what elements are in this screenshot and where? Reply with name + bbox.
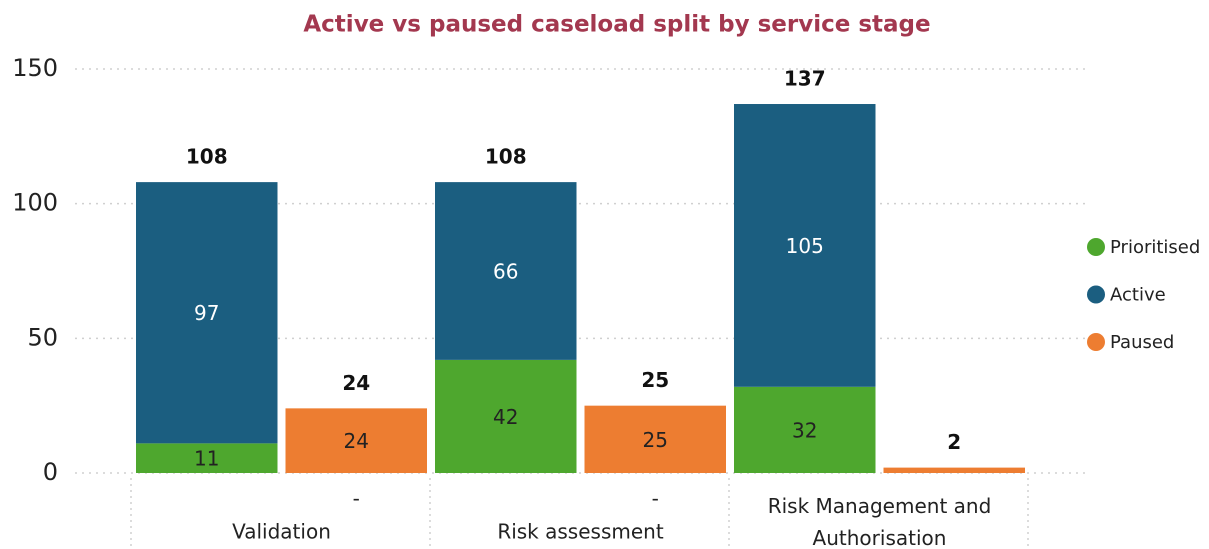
- data-label: 24: [344, 429, 369, 453]
- bar-segment: [734, 386, 876, 473]
- legend-marker: [1087, 238, 1105, 256]
- data-label: 11: [194, 447, 219, 471]
- sub-category-label: -: [652, 487, 659, 511]
- total-label: 2: [947, 430, 961, 454]
- data-label: 42: [493, 405, 518, 429]
- x-tick-label: Risk Management and Authorisation: [768, 494, 992, 549]
- y-tick-label: 0: [43, 458, 58, 486]
- legend-marker: [1087, 285, 1105, 304]
- x-tick-label: Validation: [232, 520, 331, 544]
- chart-title: Active vs paused caseload split by servi…: [303, 12, 930, 38]
- total-label: 24: [342, 371, 370, 395]
- bar-segment: [435, 359, 577, 473]
- bar-segment: [435, 182, 577, 360]
- total-label: 137: [784, 67, 826, 91]
- y-tick-label: 100: [12, 189, 58, 217]
- total-label: 108: [485, 145, 527, 169]
- y-tick-label: 50: [27, 323, 58, 351]
- bar-segment: [584, 405, 726, 473]
- legend-label: Active: [1110, 285, 1166, 306]
- data-label: 25: [643, 428, 668, 452]
- bar-segment: [136, 443, 278, 473]
- data-label: 105: [786, 234, 824, 258]
- legend-label: Paused: [1110, 332, 1174, 353]
- bar-segment: [285, 408, 427, 473]
- bar-segment: [734, 104, 876, 387]
- bar-segment: [136, 182, 278, 444]
- x-tick-label: Risk assessment: [497, 520, 664, 544]
- total-label: 25: [641, 368, 669, 392]
- total-label: 108: [186, 145, 228, 169]
- data-label: 97: [194, 301, 219, 325]
- bar-segment: [883, 467, 1025, 473]
- data-label: 66: [493, 260, 518, 284]
- y-tick-label: 150: [12, 54, 58, 82]
- data-label: 32: [792, 418, 817, 442]
- sub-category-label: -: [353, 487, 360, 511]
- legend-label: Prioritised: [1110, 237, 1200, 258]
- legend-marker: [1087, 333, 1105, 351]
